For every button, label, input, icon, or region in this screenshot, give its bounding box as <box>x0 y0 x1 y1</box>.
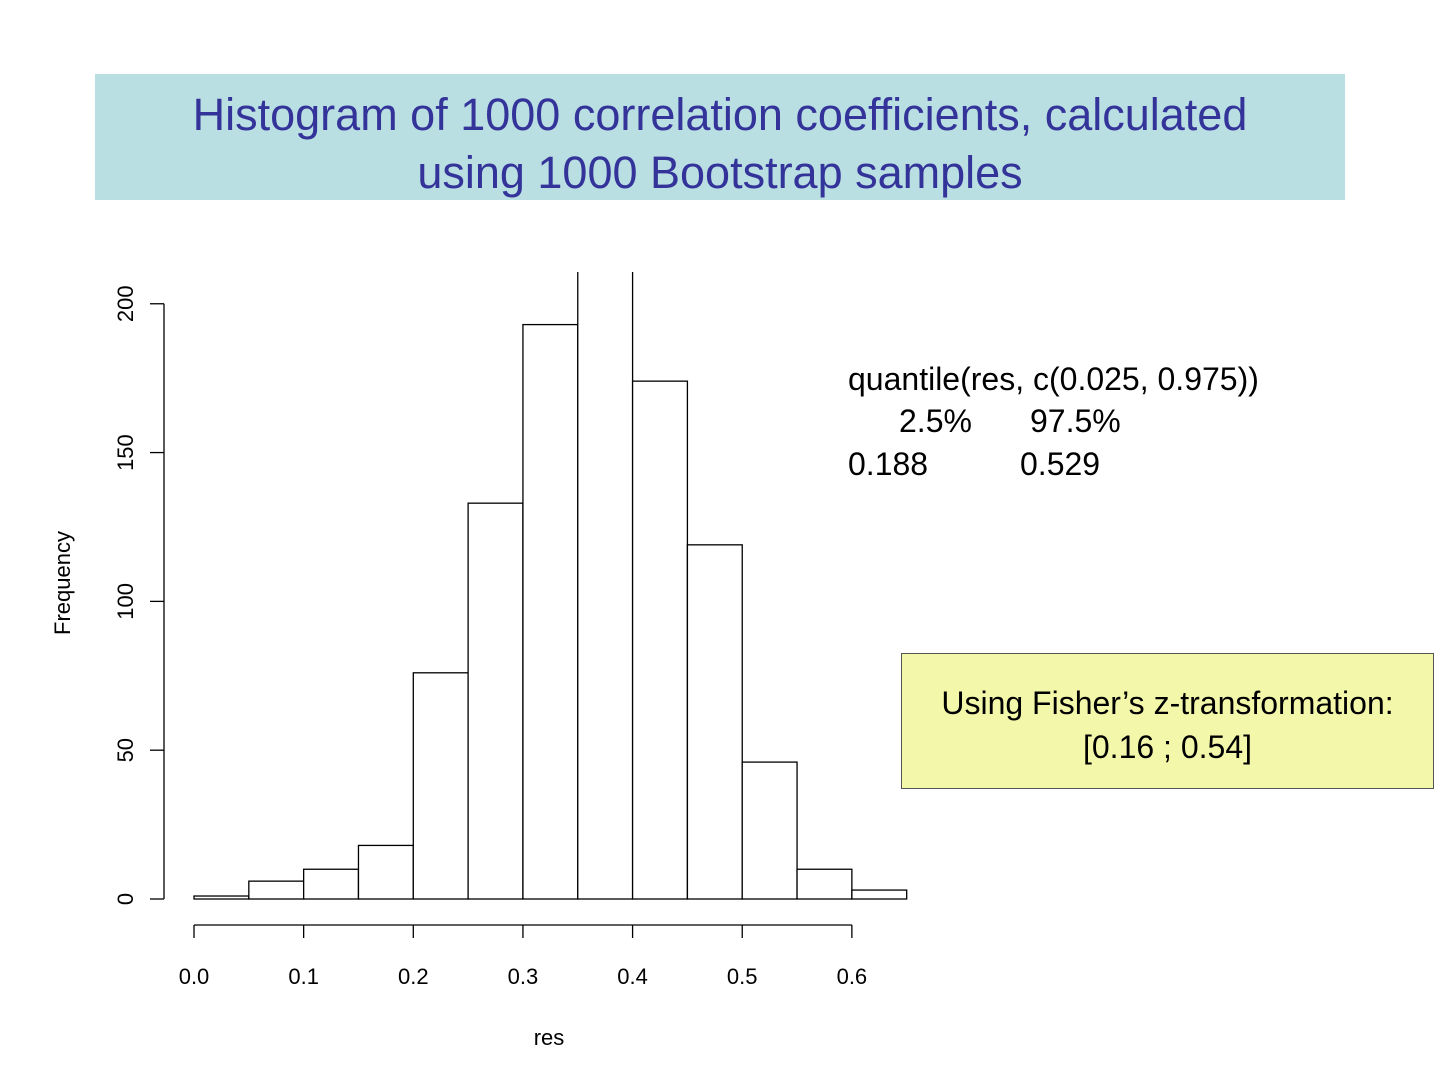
slide-title: Histogram of 1000 correlation coefficien… <box>95 74 1345 200</box>
y-tick-label: 100 <box>113 583 138 620</box>
bar <box>248 880 305 900</box>
quantile-label: 2.5% <box>899 403 972 439</box>
x-tick-label: 0.2 <box>398 964 429 989</box>
fisher-box: Using Fisher’s z-transformation: [0.16 ;… <box>901 653 1434 789</box>
x-tick-label: 0.6 <box>837 964 868 989</box>
y-tick-label: 150 <box>113 434 138 471</box>
x-tick-label: 0.5 <box>727 964 758 989</box>
bar <box>522 323 579 900</box>
y-tick-label: 50 <box>113 738 138 762</box>
bar <box>686 544 743 900</box>
quantile-value: 0.529 <box>1020 446 1100 482</box>
quantile-call: quantile(res, c(0.025, 0.975)) <box>848 361 1259 397</box>
fisher-interval: [0.16 ; 0.54] <box>1082 729 1252 765</box>
bar <box>741 761 798 900</box>
x-tick-label: 0.0 <box>179 964 210 989</box>
fisher-text: Using Fisher’s z-transformation: <box>941 685 1394 721</box>
bar <box>851 889 908 900</box>
bar <box>467 502 524 900</box>
bar <box>577 272 634 900</box>
quantile-value: 0.188 <box>848 446 928 482</box>
quantile-label: 97.5% <box>1030 403 1121 439</box>
bar <box>302 868 360 900</box>
x-tick-label: 0.3 <box>508 964 539 989</box>
x-tick-label: 0.4 <box>617 964 648 989</box>
bar <box>357 844 414 900</box>
y-axis-label: Frequency <box>50 531 75 635</box>
y-tick-label: 0 <box>113 893 138 905</box>
bar <box>412 672 469 900</box>
bar <box>193 895 250 900</box>
bar <box>796 868 853 900</box>
x-tick-label: 0.1 <box>288 964 319 989</box>
x-axis-label: res <box>534 1025 565 1050</box>
bar <box>631 380 689 900</box>
y-tick-label: 200 <box>113 285 138 322</box>
bars <box>193 272 908 900</box>
